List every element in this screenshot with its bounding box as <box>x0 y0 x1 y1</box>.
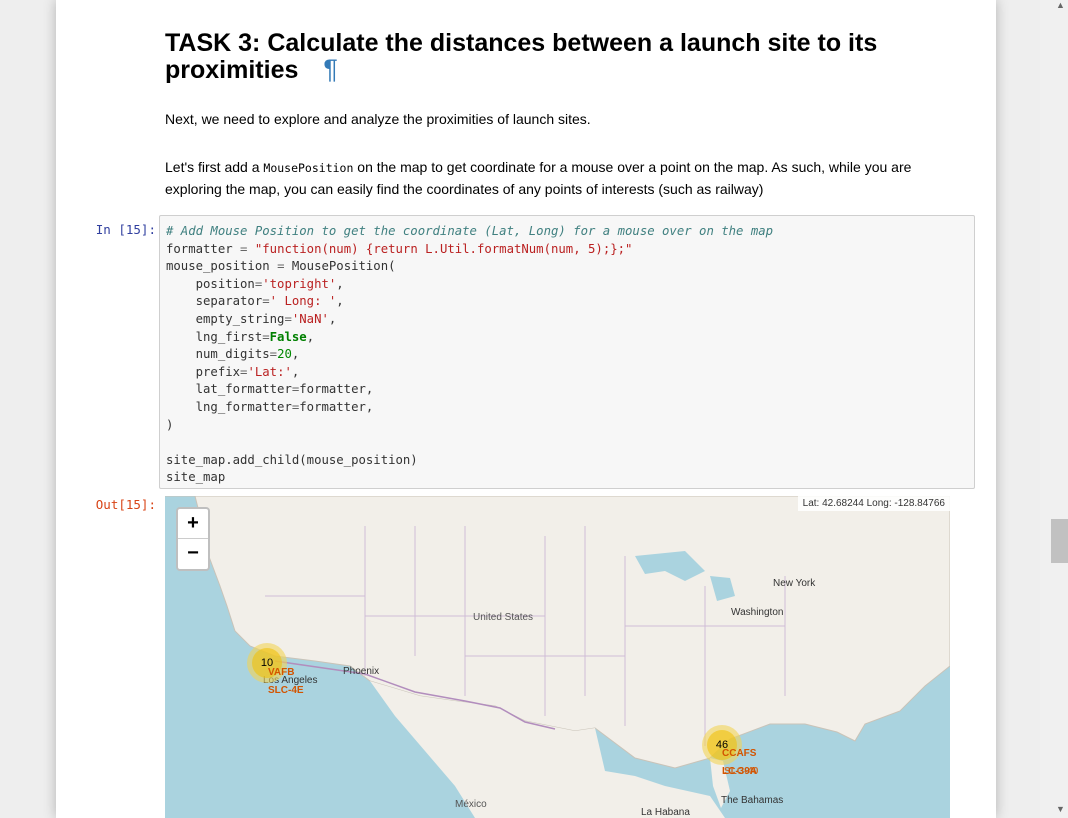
label-bahamas: The Bahamas <box>721 795 784 806</box>
mouse-position-paragraph: Let's first add a MousePosition on the m… <box>165 157 955 200</box>
marker-cluster-west[interactable]: 10 <box>247 643 287 683</box>
cluster-count-west: 10 <box>252 648 282 678</box>
map-basemap <box>165 496 950 818</box>
state-borders <box>265 526 786 746</box>
north-america-land <box>165 496 950 769</box>
code-editor[interactable]: # Add Mouse Position to get the coordina… <box>166 224 774 485</box>
label-mexico: México <box>455 799 487 810</box>
country-border <box>274 660 556 730</box>
scroll-down-arrow-icon[interactable]: ▼ <box>1056 804 1065 814</box>
florida-land <box>710 758 730 808</box>
label-los-angeles: Los Angeles <box>263 675 318 686</box>
intro-paragraph: Next, we need to explore and analyze the… <box>165 111 591 127</box>
folium-map[interactable]: + − Lat: 42.68244 Long: -128.84766 Unite… <box>165 496 950 818</box>
site-label-slc-4e: SLC-4E <box>268 685 304 696</box>
para2-text-before: Let's first add a <box>165 159 264 175</box>
label-washington: Washington <box>731 607 784 618</box>
label-new-york: New York <box>773 578 816 589</box>
label-la-habana: La Habana <box>641 807 690 818</box>
output-prompt: Out[15]: <box>95 497 156 512</box>
zoom-control: + − <box>176 507 210 571</box>
marker-cluster-east[interactable]: 46 <box>702 725 742 765</box>
inline-code: MousePosition <box>263 161 354 175</box>
heading-text: TASK 3: Calculate the distances between … <box>165 29 878 84</box>
label-phoenix: Phoenix <box>343 666 380 677</box>
mouse-position-readout: Lat: 42.68244 Long: -128.84766 <box>797 496 950 511</box>
task-heading: TASK 3: Calculate the distances between … <box>165 30 955 83</box>
site-label-ccafs: CCAFS <box>722 748 757 759</box>
zoom-in-button[interactable]: + <box>178 509 208 539</box>
code-cell-input[interactable]: # Add Mouse Position to get the coordina… <box>159 215 975 489</box>
site-label-lc-39a: LC-39A <box>722 766 758 777</box>
anchor-link[interactable]: ¶ <box>323 54 338 84</box>
site-label-slc-40: SLC-40 <box>724 766 759 777</box>
para2-text-after: on the map to get coordinate for a mouse… <box>165 159 912 197</box>
gulf-coast-land <box>370 681 725 818</box>
label-united-states: United States <box>473 612 534 623</box>
input-prompt: In [15]: <box>95 222 156 237</box>
cluster-count-east: 46 <box>707 730 737 760</box>
scrollbar-thumb[interactable] <box>1051 519 1068 563</box>
notebook-page: TASK 3: Calculate the distances between … <box>56 0 996 818</box>
vertical-scrollbar[interactable]: ▲ ▼ <box>1040 0 1068 818</box>
scroll-up-arrow-icon[interactable]: ▲ <box>1056 0 1065 10</box>
great-lakes <box>635 551 735 601</box>
zoom-out-button[interactable]: − <box>187 542 199 564</box>
site-label-vafb: VAFB <box>268 667 295 678</box>
